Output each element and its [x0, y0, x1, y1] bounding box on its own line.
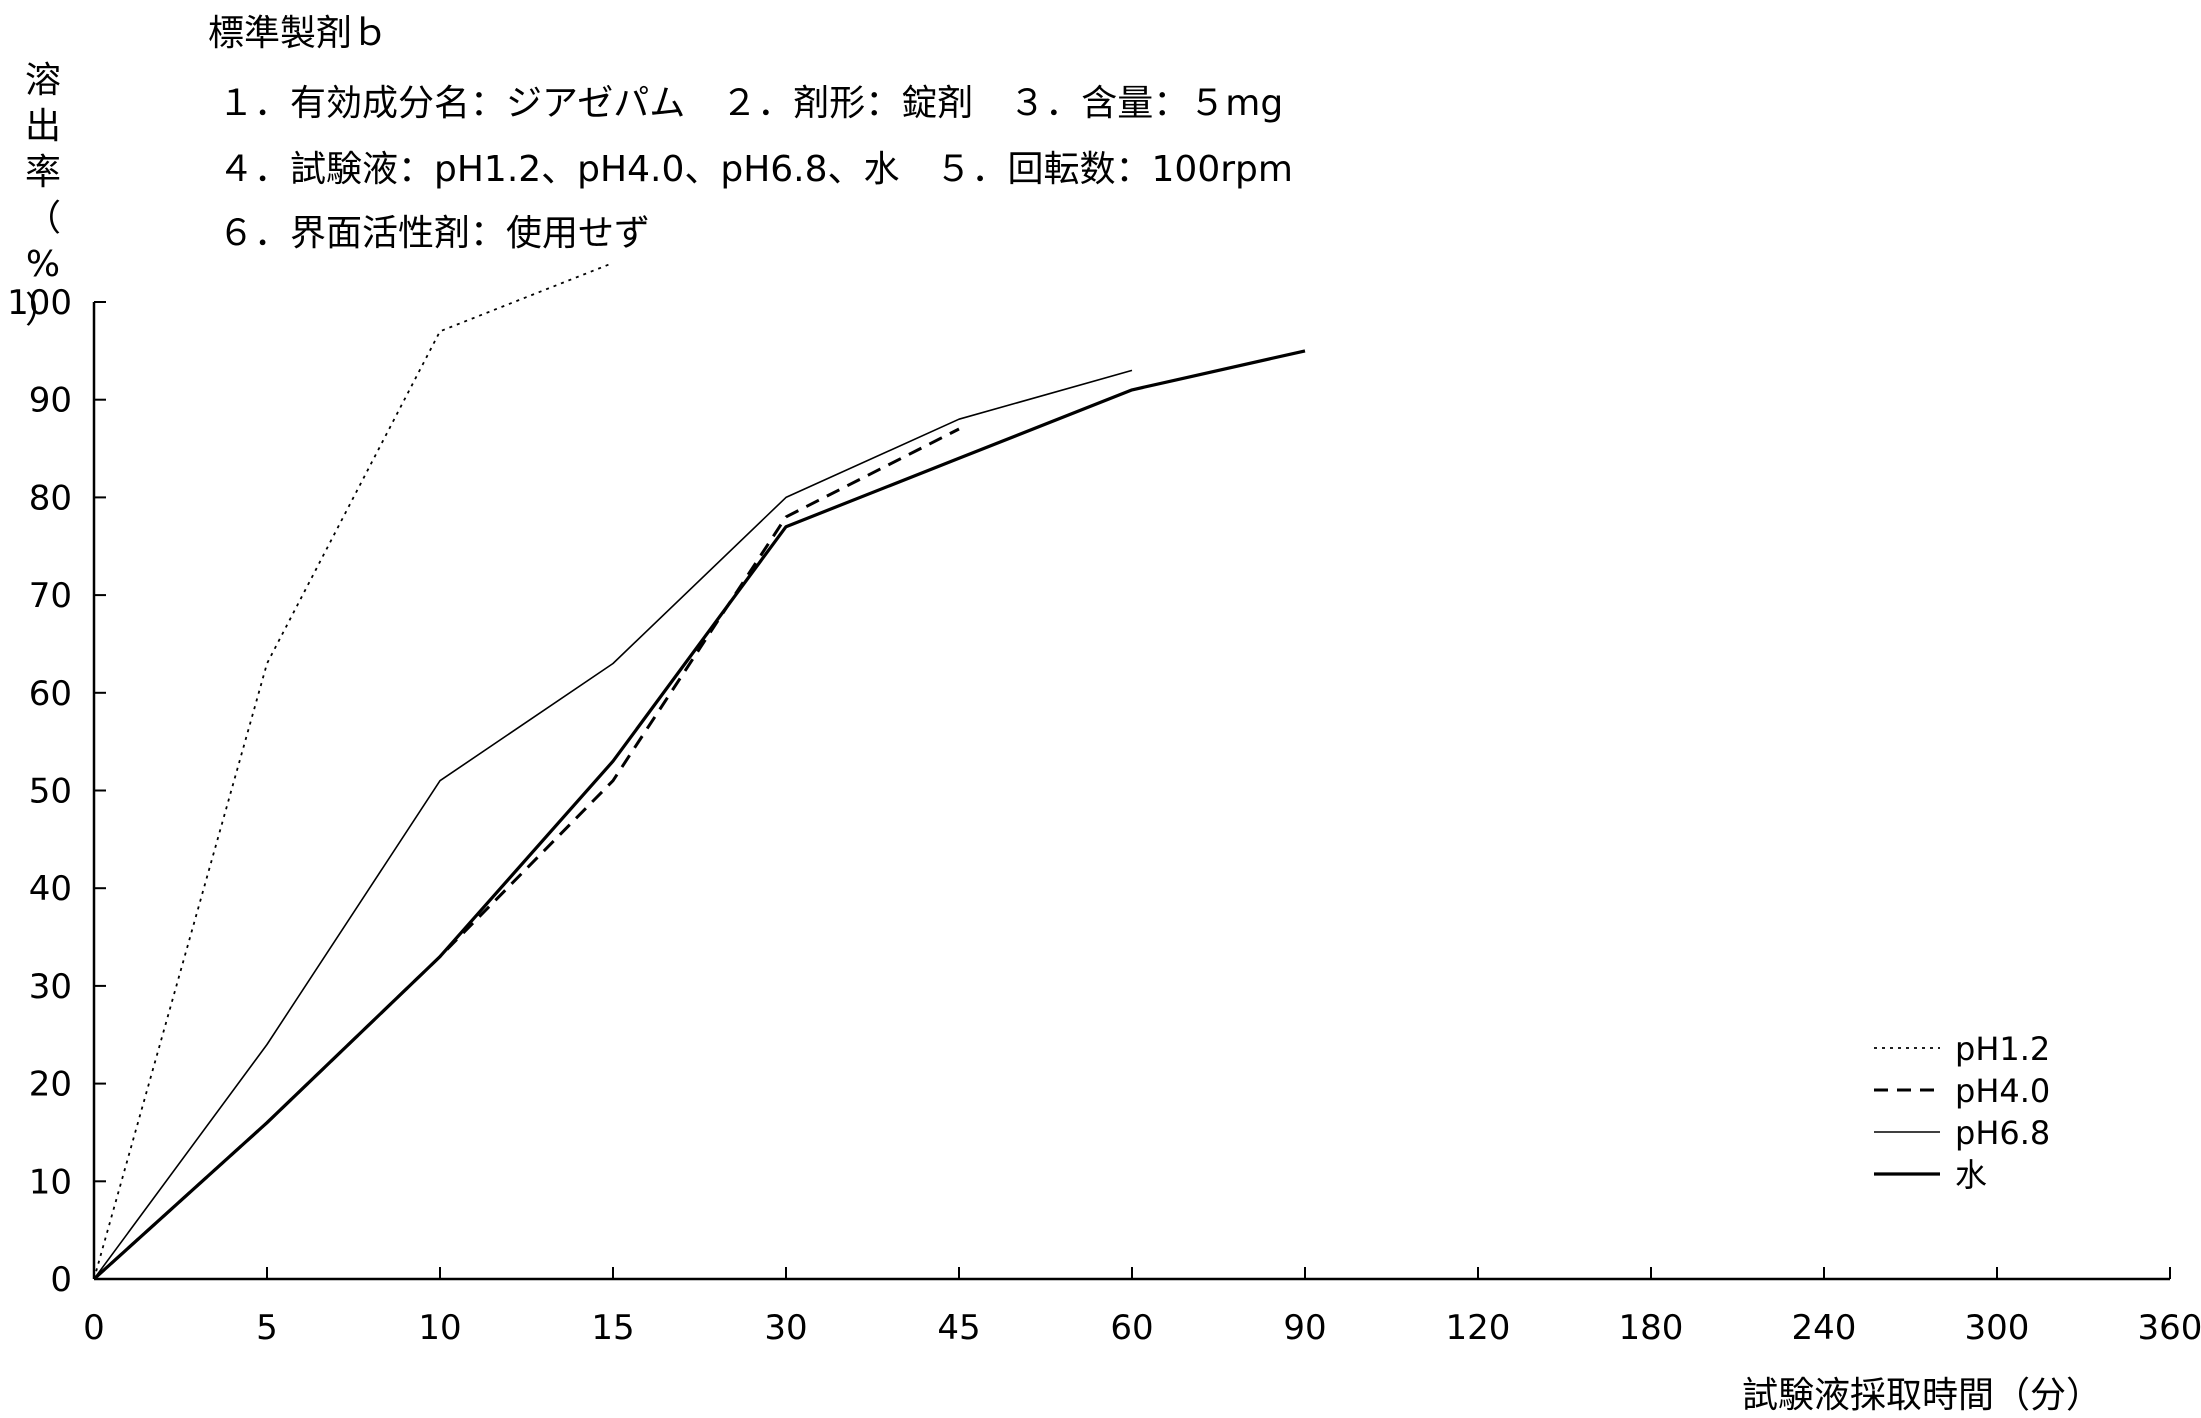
series-line-pH6.8: [93, 369, 1133, 1280]
chart-title: 標準製剤ｂ: [208, 13, 389, 54]
y-axis-label-char: 出: [24, 106, 61, 147]
x-tick-label: 45: [937, 1308, 980, 1348]
x-tick-label: 300: [1965, 1308, 2030, 1348]
x-tick-label: 10: [418, 1308, 461, 1348]
chart-subtitle-line-2: ４．試験液：pH1.2、pH4.0、pH6.8、水 ５．回転数：100rpm: [218, 149, 1293, 190]
y-tick-label: 40: [29, 869, 72, 909]
y-tick-label: 80: [29, 478, 72, 518]
y-tick-label: 0: [50, 1260, 72, 1300]
y-tick-label: 20: [29, 1065, 72, 1105]
y-axis-label-char: 溶: [24, 60, 61, 101]
series-line-水: [92, 349, 1306, 1281]
y-tick-label: 70: [29, 576, 72, 616]
legend-label: 水: [1955, 1156, 1987, 1194]
y-axis-label-char: （: [24, 198, 61, 239]
y-axis-label-char: %: [25, 244, 61, 285]
legend-label: pH1.2: [1955, 1030, 2050, 1068]
x-tick-label: 0: [83, 1308, 105, 1348]
x-tick-label: 15: [591, 1308, 634, 1348]
x-tick-label: 60: [1110, 1308, 1153, 1348]
series-line-pH1.2: [93, 262, 614, 1280]
y-tick-label: 30: [29, 967, 72, 1007]
chart-subtitle-line-1: １．有効成分名：ジアゼパム ２．剤形：錠剤 ３．含量：５mg: [218, 83, 1284, 124]
x-tick-label: 180: [1619, 1308, 1684, 1348]
series-line-pH4.0: [92, 427, 960, 1281]
y-tick-label: 50: [29, 772, 72, 812]
y-tick-label: 60: [29, 674, 72, 714]
x-axis-label: 試験液採取時間（分）: [1742, 1375, 2103, 1416]
y-tick-label: 90: [29, 381, 72, 421]
y-tick-label: 100: [7, 283, 72, 323]
x-tick-label: 30: [764, 1308, 807, 1348]
y-axis-label: 溶 出 率 （ % ）: [22, 58, 64, 334]
legend-label: pH6.8: [1955, 1114, 2050, 1152]
x-tick-label: 90: [1283, 1308, 1326, 1348]
x-tick-label: 5: [256, 1308, 278, 1348]
x-tick-label: 120: [1446, 1308, 1511, 1348]
x-tick-label: 240: [1792, 1308, 1857, 1348]
y-axis-label-char: ）: [24, 290, 61, 331]
y-axis-label-char: 率: [24, 152, 61, 193]
legend-label: pH4.0: [1955, 1072, 2050, 1110]
chart-subtitle-line-3: ６．界面活性剤：使用せず: [218, 213, 651, 254]
y-tick-label: 10: [29, 1162, 72, 1202]
x-tick-label: 360: [2138, 1308, 2201, 1348]
